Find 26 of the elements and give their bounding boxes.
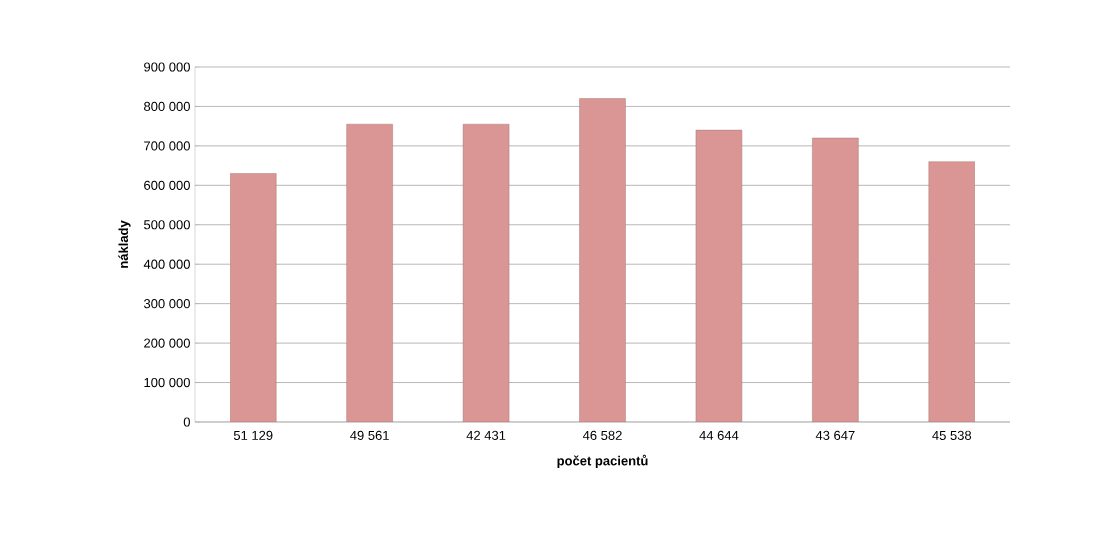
y-tick-label: 300 000: [143, 299, 190, 309]
bar: [346, 123, 393, 422]
bar: [579, 98, 626, 422]
y-axis-title: náklady: [118, 220, 131, 268]
y-tick-label: 900 000: [144, 62, 190, 72]
x-axis-title: počet pacientů: [557, 454, 648, 468]
bar: [928, 161, 975, 422]
x-tick-label: 46 582: [582, 430, 622, 440]
y-tick-label: 200 000: [144, 338, 190, 348]
y-tick-label: 700 000: [144, 141, 190, 151]
y-tick-label: 0: [183, 417, 190, 427]
bar: [462, 123, 510, 422]
y-tick-label: 500 000: [144, 220, 190, 230]
x-tick-label: 49 561: [350, 430, 389, 440]
y-tick-label: 800 000: [144, 101, 190, 112]
bar: [812, 137, 859, 422]
y-tick-label: 100 000: [144, 377, 190, 388]
bar: [695, 129, 743, 422]
x-tick-label: 43 647: [815, 430, 855, 440]
x-tick-label: 51 129: [233, 430, 273, 440]
x-tick-label: 42 431: [466, 430, 506, 440]
y-tick-label: 600 000: [144, 180, 190, 190]
x-tick-label: 44 644: [699, 430, 739, 440]
y-tick-label: 400 000: [143, 259, 190, 269]
x-tick-label: 45 538: [932, 430, 972, 440]
bar: [230, 173, 277, 422]
